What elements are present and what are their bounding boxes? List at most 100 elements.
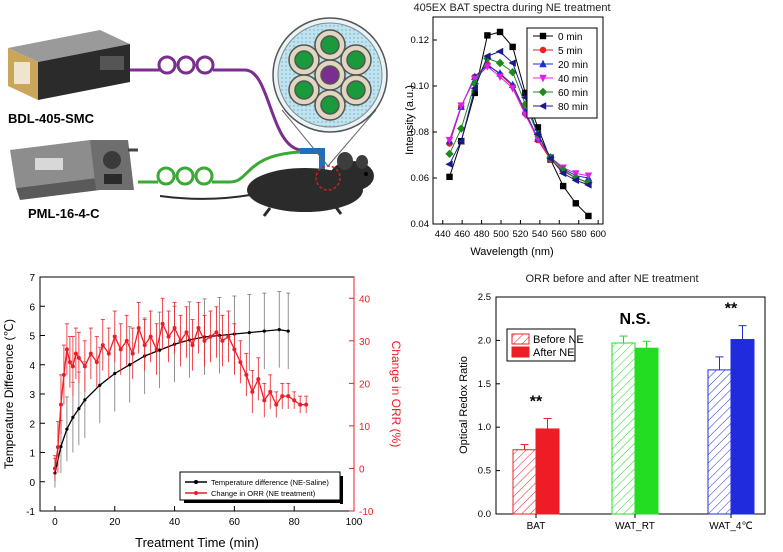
significance-annotation: ** [530, 394, 543, 411]
time-course-data-point [154, 347, 159, 352]
time-course-data-point [232, 347, 237, 352]
time-course-data-point [244, 372, 249, 377]
time-course-data-point [298, 402, 303, 407]
spectra-xtick-label: 500 [493, 229, 509, 240]
time-course-data-point [55, 445, 60, 450]
time-course-data-point [262, 398, 267, 403]
bar-wat_rt-before [611, 342, 636, 515]
time-course-data-point [77, 407, 81, 411]
time-course-data-point [158, 348, 162, 352]
time-course-xtick-label: 80 [289, 517, 301, 528]
time-course-series-line-0 [54, 328, 289, 474]
time-course-data-point [61, 372, 66, 377]
spectra-data-point [559, 182, 567, 190]
bar-ytick-label: 0.0 [478, 509, 491, 520]
spectra-ytick-label: 0.12 [411, 35, 430, 46]
spectra-legend: 0 min 5 min 20 min 40 min 60 min 80 min [526, 27, 598, 119]
time-course-data-point [64, 347, 69, 352]
time-course-data-point [280, 394, 285, 399]
time-course-data-point [268, 389, 273, 394]
bar-ylabel: Optical Redox Ratio [458, 356, 470, 454]
spectra-data-point [572, 200, 579, 207]
time-course-data-point [220, 338, 225, 343]
time-course-data-point [52, 466, 57, 471]
time-course-ytick-label: 4 [29, 361, 35, 372]
time-course-ytick-label: 1 [29, 449, 35, 460]
spectra-legend-marker [539, 32, 547, 40]
spectra-data-point [584, 181, 592, 189]
spectra-legend-marker [539, 59, 547, 68]
time-course-data-point [214, 330, 219, 335]
bar-category-label: WAT_4℃ [709, 521, 752, 532]
spectra-ylabel: Intensity (a.u.) [404, 85, 416, 155]
spectra-plot-frame [432, 16, 604, 225]
time-course-ytick-label: 5 [29, 332, 35, 343]
time-course-data-point [82, 364, 87, 369]
time-course-data-point [190, 343, 195, 348]
spectra-data-point [546, 154, 554, 163]
time-course-legend-marker [194, 480, 198, 484]
spectra-xtick-label: 580 [571, 229, 587, 240]
time-course-data-point [112, 334, 117, 339]
time-course-data-point [136, 326, 141, 331]
spectra-data-point [457, 102, 465, 110]
bar-ytick-label: 2.0 [478, 335, 491, 346]
time-course-ytick-label: 7 [29, 273, 35, 284]
spectra-title: 405EX BAT spectra during NE treatment [413, 2, 610, 14]
spectra-ytick-label: 0.06 [411, 173, 430, 184]
time-course-data-point [124, 338, 129, 343]
spectra-data-point [533, 130, 542, 138]
time-course-data-point [88, 351, 93, 356]
time-course-data-point [118, 347, 123, 352]
spectra-data-point [446, 173, 453, 181]
spectra-data-point [571, 176, 579, 184]
bar-ytick-label: 1.0 [478, 422, 491, 433]
spectra-data-point [484, 32, 491, 39]
spectra-legend-marker [538, 87, 548, 97]
spectra-data-point [483, 63, 492, 71]
time-course-data-point [128, 363, 132, 367]
time-course-ylabel: Temperature Difference (℃) [2, 319, 16, 469]
time-course-data-point [292, 398, 297, 403]
spectra-legend-label: 80 min [558, 102, 588, 113]
time-course-xtick-label: 100 [346, 517, 363, 528]
detector-device-illustration [10, 140, 138, 200]
time-course-data-point [178, 338, 183, 343]
bar-bat-after [535, 428, 560, 515]
time-course-data-point [238, 360, 243, 365]
spectra-legend-marker [539, 46, 547, 54]
bar-legend-label: Before NE [533, 334, 584, 346]
spectra-legend-label: 20 min [558, 60, 588, 71]
bar-wat_4℃-before [707, 369, 732, 515]
spectra-legend-label: 5 min [558, 46, 582, 57]
bar-wat_4℃-after [730, 339, 755, 515]
spectra-legend-label: 0 min [558, 32, 582, 43]
bar-legend-label: After NE [533, 347, 575, 359]
time-course-data-point [202, 338, 207, 343]
spectra-legend-marker [538, 102, 547, 110]
time-course-y2label: Change in ORR (%) [389, 341, 403, 448]
time-course-data-point [83, 398, 87, 402]
zoom-line-left [281, 109, 329, 167]
time-course-data-point [250, 389, 255, 394]
mouse-illustration [159, 152, 374, 217]
orr-bar-chart: ORR before and after NE treatment 0.0 0.5… [458, 273, 766, 532]
time-course-data-point [184, 330, 189, 335]
spectra-chart: 405EX BAT spectra during NE treatment 44… [404, 2, 611, 258]
time-course-y2tick-label: 40 [359, 294, 371, 305]
spectra-xtick-label: 480 [474, 229, 490, 240]
spectra-xtick-label: 540 [532, 229, 548, 240]
zoom-line-right [327, 109, 377, 167]
time-course-data-point [67, 360, 72, 365]
excitation-fiber [130, 55, 301, 152]
spectra-data-point [584, 172, 593, 180]
laser-device-illustration [8, 30, 130, 100]
significance-annotation: N.S. [619, 311, 650, 328]
spectra-ytick-label: 0.10 [411, 81, 430, 92]
time-course-data-point [59, 445, 63, 449]
time-course-data-point [256, 377, 261, 382]
bar-bat-before [512, 449, 537, 515]
time-course-y2tick-label: 30 [359, 337, 371, 348]
emission-fiber [138, 150, 301, 186]
